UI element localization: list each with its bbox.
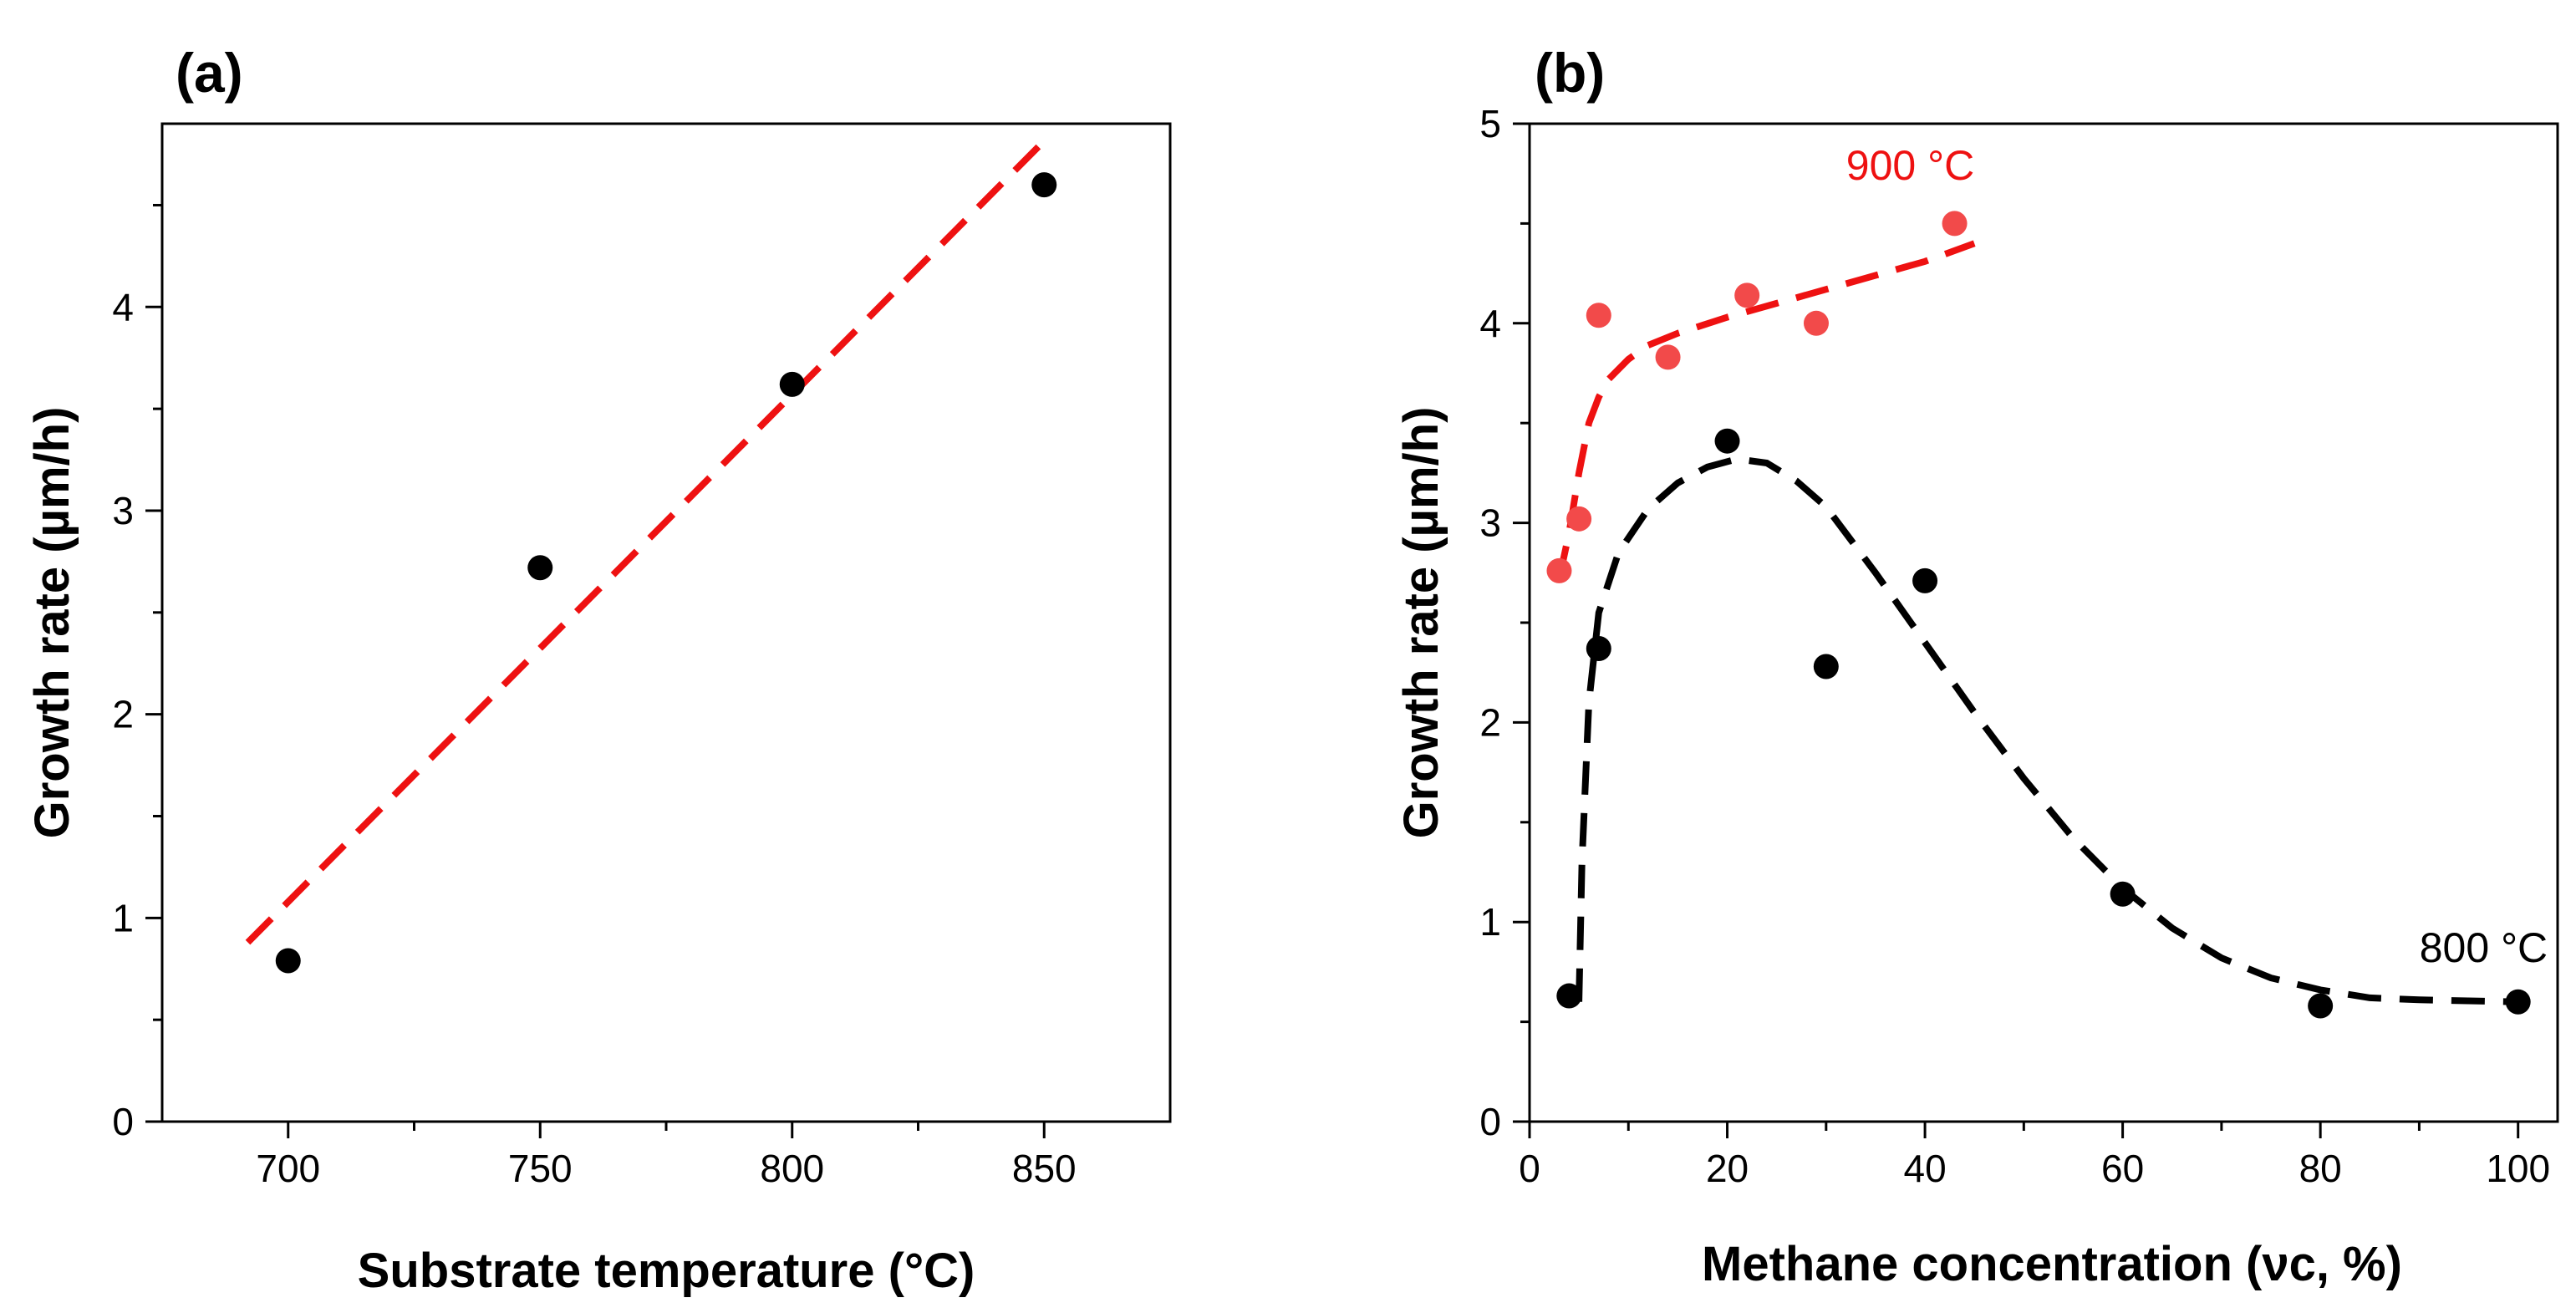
panel-b-x-tick-label: 40 <box>1903 1147 1946 1190</box>
panel-b-x-tick-label: 60 <box>2101 1147 2144 1190</box>
panel-b-y-tick-label: 5 <box>1479 102 1501 145</box>
panel-a-y-tick-label: 0 <box>112 1100 134 1143</box>
panel-b: (b) 0 20 40 60 80 100 0 1 2 3 4 5 900 °C 800 °C Met… <box>1394 42 2559 1291</box>
panel-b-data-point <box>1566 506 1592 532</box>
panel-b-annotations: 900 °C 800 °C <box>1846 142 2548 971</box>
panel-a-points <box>275 172 1057 974</box>
panel-b-data-point <box>1655 344 1681 370</box>
panel-b-data-point <box>1813 654 1839 679</box>
panel-b-annotation: 900 °C <box>1846 142 1974 189</box>
panel-a-y-ticks: 0 1 2 3 4 <box>112 203 162 1143</box>
panel-a-y-tick-label: 3 <box>112 489 134 532</box>
panel-a-data-point <box>527 555 553 581</box>
panel-b-data-point <box>1942 211 1968 237</box>
panel-b-y-ticks: 0 1 2 3 4 5 <box>1479 102 1530 1143</box>
panel-b-y-tick-label: 0 <box>1479 1100 1501 1143</box>
panel-b-data-point <box>2505 989 2531 1015</box>
panel-b-label: (b) <box>1535 42 1605 104</box>
panel-b-x-tick-label: 100 <box>2486 1147 2550 1190</box>
panel-a-data-point <box>779 371 805 397</box>
panel-b-annotation: 800 °C <box>2420 924 2548 971</box>
panel-a-data-point <box>1031 172 1057 198</box>
panel-a-y-title: Growth rate (µm/h) <box>25 407 79 839</box>
panel-b-fit-line <box>1555 240 1976 580</box>
panel-b-data-point <box>2110 881 2136 907</box>
panel-a-x-tick-label: 700 <box>256 1147 320 1190</box>
panel-b-x-tick-label: 80 <box>2299 1147 2342 1190</box>
panel-b-data-point <box>1734 282 1760 308</box>
panel-b-x-tick-label: 0 <box>1519 1147 1540 1190</box>
panel-b-fits <box>1555 240 2518 1005</box>
panel-a-plot-frame <box>160 122 1172 1123</box>
panel-a-data-point <box>275 948 301 974</box>
panel-b-data-point <box>1556 983 1582 1009</box>
panel-b-x-ticks: 0 20 40 60 80 100 <box>1519 1122 2550 1190</box>
panel-b-data-point <box>1546 557 1572 583</box>
panel-b-y-tick-label: 1 <box>1479 900 1501 944</box>
panel-b-y-title: Growth rate (µm/h) <box>1394 407 1448 839</box>
panel-b-y-tick-label: 2 <box>1479 700 1501 744</box>
panel-b-x-title: Methane concentration (νc, %) <box>1702 1237 2402 1291</box>
panel-b-x-tick-label: 20 <box>1706 1147 1749 1190</box>
panel-a: (a) 700 750 800 850 0 1 2 3 4 Substrate tempera… <box>25 42 1172 1298</box>
panel-b-y-tick-label: 4 <box>1479 302 1501 345</box>
panel-a-x-ticks: 700 750 800 850 <box>256 1122 1077 1190</box>
panel-a-x-tick-label: 750 <box>508 1147 573 1190</box>
panel-a-label: (a) <box>176 42 243 104</box>
panel-b-data-point <box>2308 993 2334 1019</box>
panel-a-x-title: Substrate temperature (°C) <box>358 1244 975 1298</box>
panel-a-fits <box>245 133 1052 945</box>
panel-a-x-tick-label: 800 <box>760 1147 824 1190</box>
panel-a-y-tick-label: 2 <box>112 693 134 736</box>
panel-b-plot-frame <box>1528 122 2559 1123</box>
panel-b-data-point <box>1586 303 1611 328</box>
panel-b-data-point <box>1803 310 1829 336</box>
panel-a-x-tick-label: 850 <box>1012 1147 1077 1190</box>
panel-b-data-point <box>1714 428 1740 454</box>
panel-a-fit-line <box>245 133 1052 945</box>
panel-a-y-tick-label: 4 <box>112 285 134 328</box>
panel-b-points <box>1546 211 2531 1019</box>
panel-b-data-point <box>1912 567 1938 593</box>
panel-a-y-tick-label: 1 <box>112 896 134 939</box>
panel-b-data-point <box>1586 636 1611 662</box>
panel-b-y-tick-label: 3 <box>1479 501 1501 545</box>
panel-b-fit-line <box>1576 455 2518 1005</box>
